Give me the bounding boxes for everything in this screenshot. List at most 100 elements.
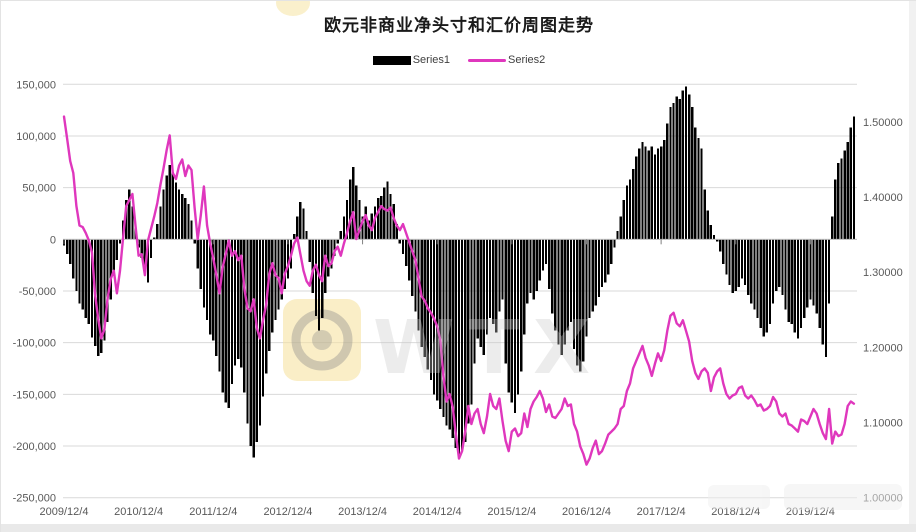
bar <box>715 239 719 242</box>
bar <box>806 239 809 308</box>
bar <box>221 239 224 393</box>
bar <box>268 239 271 351</box>
y-left-tick-label: -250,000 <box>13 493 56 505</box>
bar <box>597 239 601 298</box>
bar <box>414 239 417 312</box>
bar <box>255 239 258 442</box>
x-tick-label: 2017/12/4 <box>637 506 686 518</box>
bar <box>103 239 106 341</box>
bar <box>488 239 492 318</box>
bar <box>342 216 346 240</box>
bar <box>426 239 430 370</box>
bar <box>376 197 380 240</box>
bar <box>460 239 464 451</box>
bar <box>765 239 769 333</box>
y-left-tick-label: 50,000 <box>22 183 56 195</box>
bar <box>579 239 582 372</box>
bar <box>171 172 174 240</box>
bar <box>193 239 196 244</box>
bar <box>799 239 803 329</box>
bar <box>442 239 445 418</box>
legend-item-series1: Series1 <box>372 54 450 66</box>
bar <box>507 239 510 393</box>
bar <box>311 239 314 294</box>
bar <box>740 239 744 279</box>
bar <box>72 239 75 279</box>
bar <box>697 138 700 240</box>
bar <box>364 206 367 240</box>
y-right-tick-label: 1.20000 <box>863 342 903 354</box>
bar <box>628 179 632 240</box>
bar <box>361 216 364 240</box>
bar <box>631 169 635 240</box>
bar <box>759 239 762 329</box>
bar <box>582 239 585 362</box>
bar <box>246 239 249 424</box>
bar <box>538 239 541 281</box>
bar <box>706 210 709 240</box>
bar <box>837 162 840 240</box>
watermark-badge-icon <box>283 299 361 381</box>
bar <box>317 239 321 331</box>
bar <box>202 239 206 308</box>
bar <box>187 204 190 240</box>
bar <box>656 148 660 240</box>
bar <box>719 239 722 252</box>
bar <box>224 239 227 403</box>
bar <box>240 239 243 368</box>
bar <box>504 239 507 364</box>
bar <box>768 239 772 325</box>
bar <box>118 239 122 244</box>
bar <box>352 166 355 240</box>
bar <box>734 239 737 291</box>
watermark-top-icon <box>276 1 310 16</box>
bar <box>585 239 588 337</box>
y-right-tick-label: 1.30000 <box>863 267 903 279</box>
bar <box>457 239 461 455</box>
bar <box>684 86 688 240</box>
bar <box>345 200 349 240</box>
bar <box>747 239 750 296</box>
bar <box>439 239 442 409</box>
bar <box>501 239 504 300</box>
bar <box>302 208 305 240</box>
bar <box>544 239 548 265</box>
bar <box>846 142 849 240</box>
bar <box>479 239 482 347</box>
bar <box>691 107 694 240</box>
bar <box>712 235 716 240</box>
bar <box>635 156 638 240</box>
bar <box>787 239 790 322</box>
bar <box>476 239 479 339</box>
bar <box>560 239 563 356</box>
bar <box>728 239 731 285</box>
bar <box>793 239 796 333</box>
bar <box>274 239 277 320</box>
bar <box>641 142 644 240</box>
bar <box>663 140 666 240</box>
bar <box>588 239 591 318</box>
bar <box>703 189 706 240</box>
bar <box>165 175 168 240</box>
bar <box>753 239 756 310</box>
bar <box>436 239 439 401</box>
bar <box>243 239 246 393</box>
bar <box>803 239 806 318</box>
bar <box>87 239 91 325</box>
bar <box>233 239 237 366</box>
bar <box>330 239 333 269</box>
x-tick-label: 2011/12/4 <box>189 506 237 518</box>
bar <box>790 239 793 325</box>
bar <box>784 239 787 310</box>
bar <box>840 158 843 240</box>
watermark-emblem-icon <box>312 330 332 350</box>
bar <box>619 216 622 240</box>
bar <box>227 239 230 408</box>
bar <box>237 239 240 360</box>
bar <box>843 150 846 240</box>
bar <box>675 96 678 240</box>
series1-swatch-icon <box>372 55 411 65</box>
series2-swatch-icon <box>468 58 506 62</box>
bar <box>669 107 672 240</box>
